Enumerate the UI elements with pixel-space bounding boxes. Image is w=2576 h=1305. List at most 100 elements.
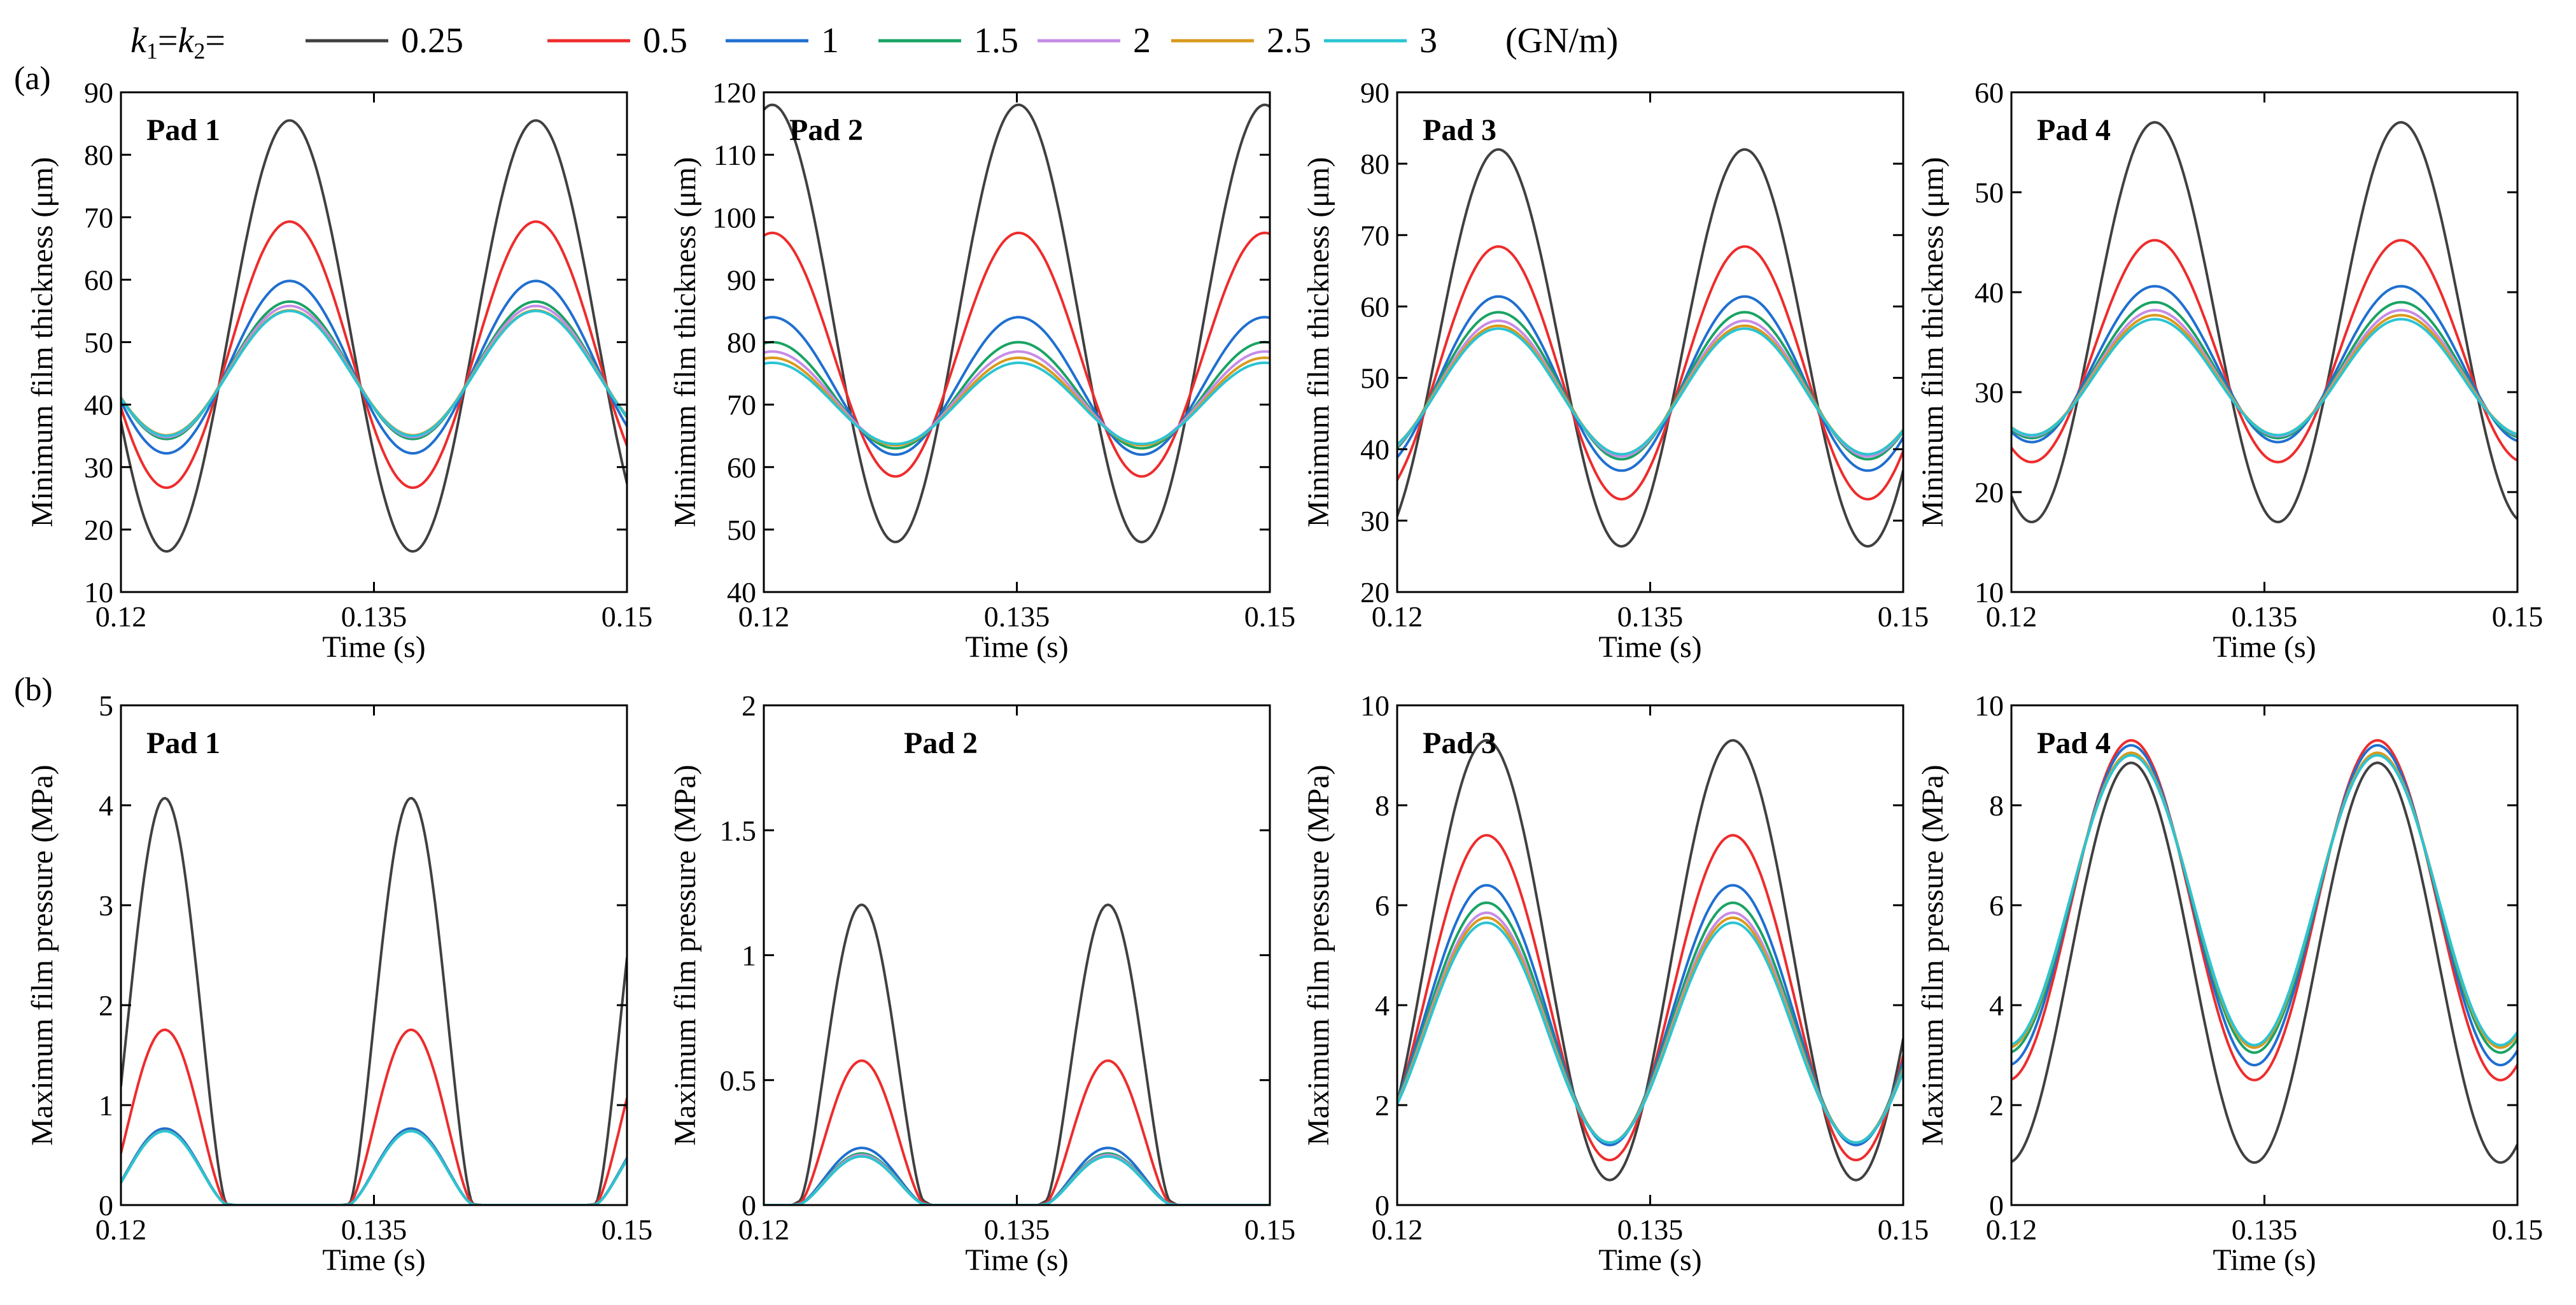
series-line-0.5 xyxy=(121,1028,627,1205)
x-tick-label: 0.12 xyxy=(1986,600,2038,633)
pad-title: Pad 2 xyxy=(789,113,863,147)
panel-a-2: 40 50 60 70 80 90 100 110 120 0.12 0.135 0.15 Time (… xyxy=(668,76,1295,664)
pad-title: Pad 1 xyxy=(146,726,220,760)
y-tick-label: 10 xyxy=(84,576,113,609)
y-tick-label: 50 xyxy=(1974,176,2004,209)
x-tick-label: 0.15 xyxy=(1878,1213,1929,1246)
x-axis-label: Time (s) xyxy=(965,630,1068,664)
series-line-1.5 xyxy=(2011,300,2517,440)
y-axis-label: Maximum film pressure (MPa) xyxy=(668,765,702,1146)
series-line-3 xyxy=(1397,921,1903,1144)
y-tick-label: 40 xyxy=(727,576,756,609)
y-tick-label: 70 xyxy=(727,389,756,421)
panel-a-3: 20 30 40 50 60 70 80 90 0.12 0.135 0.15 Time (s) Min… xyxy=(1302,76,1929,664)
series-line-3 xyxy=(121,309,627,437)
y-tick-label: 90 xyxy=(84,76,113,109)
y-tick-label: 50 xyxy=(1360,362,1390,395)
legend-label-0.25: 0.25 xyxy=(401,21,463,60)
x-axis-label: Time (s) xyxy=(322,1243,425,1277)
legend-label-0.5: 0.5 xyxy=(643,21,687,60)
y-tick-label: 2 xyxy=(1989,1089,2004,1122)
y-tick-label: 2 xyxy=(742,689,756,722)
series-line-0.25 xyxy=(121,796,627,1205)
y-tick-label: 10 xyxy=(1974,689,2004,722)
x-tick-label: 0.15 xyxy=(2492,1213,2544,1246)
series-group xyxy=(1397,739,1903,1182)
series-line-0.25 xyxy=(2011,121,2517,523)
legend-label-2: 2 xyxy=(1133,21,1151,60)
legend-k-label: k1=k2= xyxy=(130,21,225,64)
panel-b-4: 0 2 4 6 8 10 0.12 0.135 0.15 Time (s) Maximum film… xyxy=(1916,689,2543,1277)
y-tick-label: 70 xyxy=(1360,219,1390,251)
series-line-0.5 xyxy=(121,220,627,490)
legend-k-part: k xyxy=(178,21,194,60)
y-tick-label: 70 xyxy=(84,201,113,234)
x-axis-label: Time (s) xyxy=(322,630,425,664)
y-tick-label: 30 xyxy=(1974,376,2004,409)
pad-title: Pad 3 xyxy=(1423,726,1496,760)
y-tick-label: 6 xyxy=(1375,889,1390,922)
y-axis-label: Maximum film pressure (MPa) xyxy=(1302,765,1335,1146)
axes-frame xyxy=(2010,704,2519,1206)
series-group xyxy=(121,796,627,1205)
series-line-1 xyxy=(764,316,1270,456)
x-tick-label: 0.12 xyxy=(1372,1213,1423,1246)
panel-b-3: 0 2 4 6 8 10 0.12 0.135 0.15 Time (s) Maximum film… xyxy=(1302,689,1929,1277)
y-tick-label: 0 xyxy=(1375,1189,1390,1222)
legend-k-part: = xyxy=(205,21,225,60)
y-tick-label: 50 xyxy=(84,327,113,359)
y-tick-label: 5 xyxy=(99,689,113,722)
x-tick-label: 0.12 xyxy=(1372,600,1423,633)
x-tick-label: 0.135 xyxy=(341,1213,407,1246)
y-tick-label: 10 xyxy=(1360,689,1390,722)
y-tick-label: 1 xyxy=(742,940,756,972)
y-axis-label: Minimum film thickness (μm) xyxy=(1916,157,1950,528)
x-tick-label: 0.15 xyxy=(602,600,653,633)
legend: k1=k2= 0.25 0.5 1 1.5 2 2.5 3 (GN/m) xyxy=(130,21,1618,64)
series-line-0.25 xyxy=(121,119,627,553)
axes-frame xyxy=(1396,704,1904,1206)
y-tick-label: 1 xyxy=(99,1089,113,1122)
x-tick-label: 0.15 xyxy=(1244,1213,1296,1246)
y-tick-label: 0 xyxy=(99,1189,113,1222)
series-group xyxy=(764,903,1270,1205)
y-axis-label: Minimum film thickness (μm) xyxy=(25,157,59,528)
legend-label-1.5: 1.5 xyxy=(974,21,1018,60)
legend-k-part: k xyxy=(130,21,147,60)
series-line-0.25 xyxy=(764,103,1270,544)
series-line-2.5 xyxy=(2011,751,2517,1049)
series-line-2 xyxy=(1397,911,1903,1144)
x-tick-label: 0.135 xyxy=(1617,1213,1684,1246)
series-line-2 xyxy=(2011,751,2517,1049)
y-tick-label: 80 xyxy=(1360,148,1390,180)
y-axis-label: Maximum film pressure (MPa) xyxy=(25,765,59,1146)
y-tick-label: 3 xyxy=(99,889,113,922)
y-tick-label: 4 xyxy=(1375,989,1390,1022)
y-tick-label: 80 xyxy=(727,327,756,359)
series-line-3 xyxy=(764,1155,1270,1205)
y-tick-label: 1.5 xyxy=(720,814,757,847)
legend-label-2.5: 2.5 xyxy=(1267,21,1311,60)
pad-title: Pad 3 xyxy=(1423,113,1496,147)
series-line-3 xyxy=(2011,754,2517,1047)
series-line-1 xyxy=(2011,285,2517,444)
series-line-1.5 xyxy=(1397,901,1903,1144)
y-axis-label: Minimum film thickness (μm) xyxy=(668,157,702,528)
x-tick-label: 0.135 xyxy=(984,600,1050,633)
y-tick-label: 120 xyxy=(712,76,756,109)
y-tick-label: 110 xyxy=(714,139,756,171)
series-line-0.25 xyxy=(764,903,1270,1205)
x-tick-label: 0.12 xyxy=(95,600,147,633)
x-tick-label: 0.15 xyxy=(602,1213,653,1246)
x-tick-label: 0.135 xyxy=(1617,600,1684,633)
series-line-0.5 xyxy=(2011,239,2517,463)
series-line-1 xyxy=(121,1127,627,1205)
panel-a-4: 10 20 30 40 50 60 0.12 0.135 0.15 Time (s) Minimum… xyxy=(1916,76,2543,664)
series-line-3 xyxy=(764,361,1270,446)
y-tick-label: 40 xyxy=(84,389,113,421)
y-tick-label: 30 xyxy=(1360,505,1390,537)
series-group xyxy=(2011,121,2517,523)
x-tick-label: 0.15 xyxy=(1878,600,1929,633)
